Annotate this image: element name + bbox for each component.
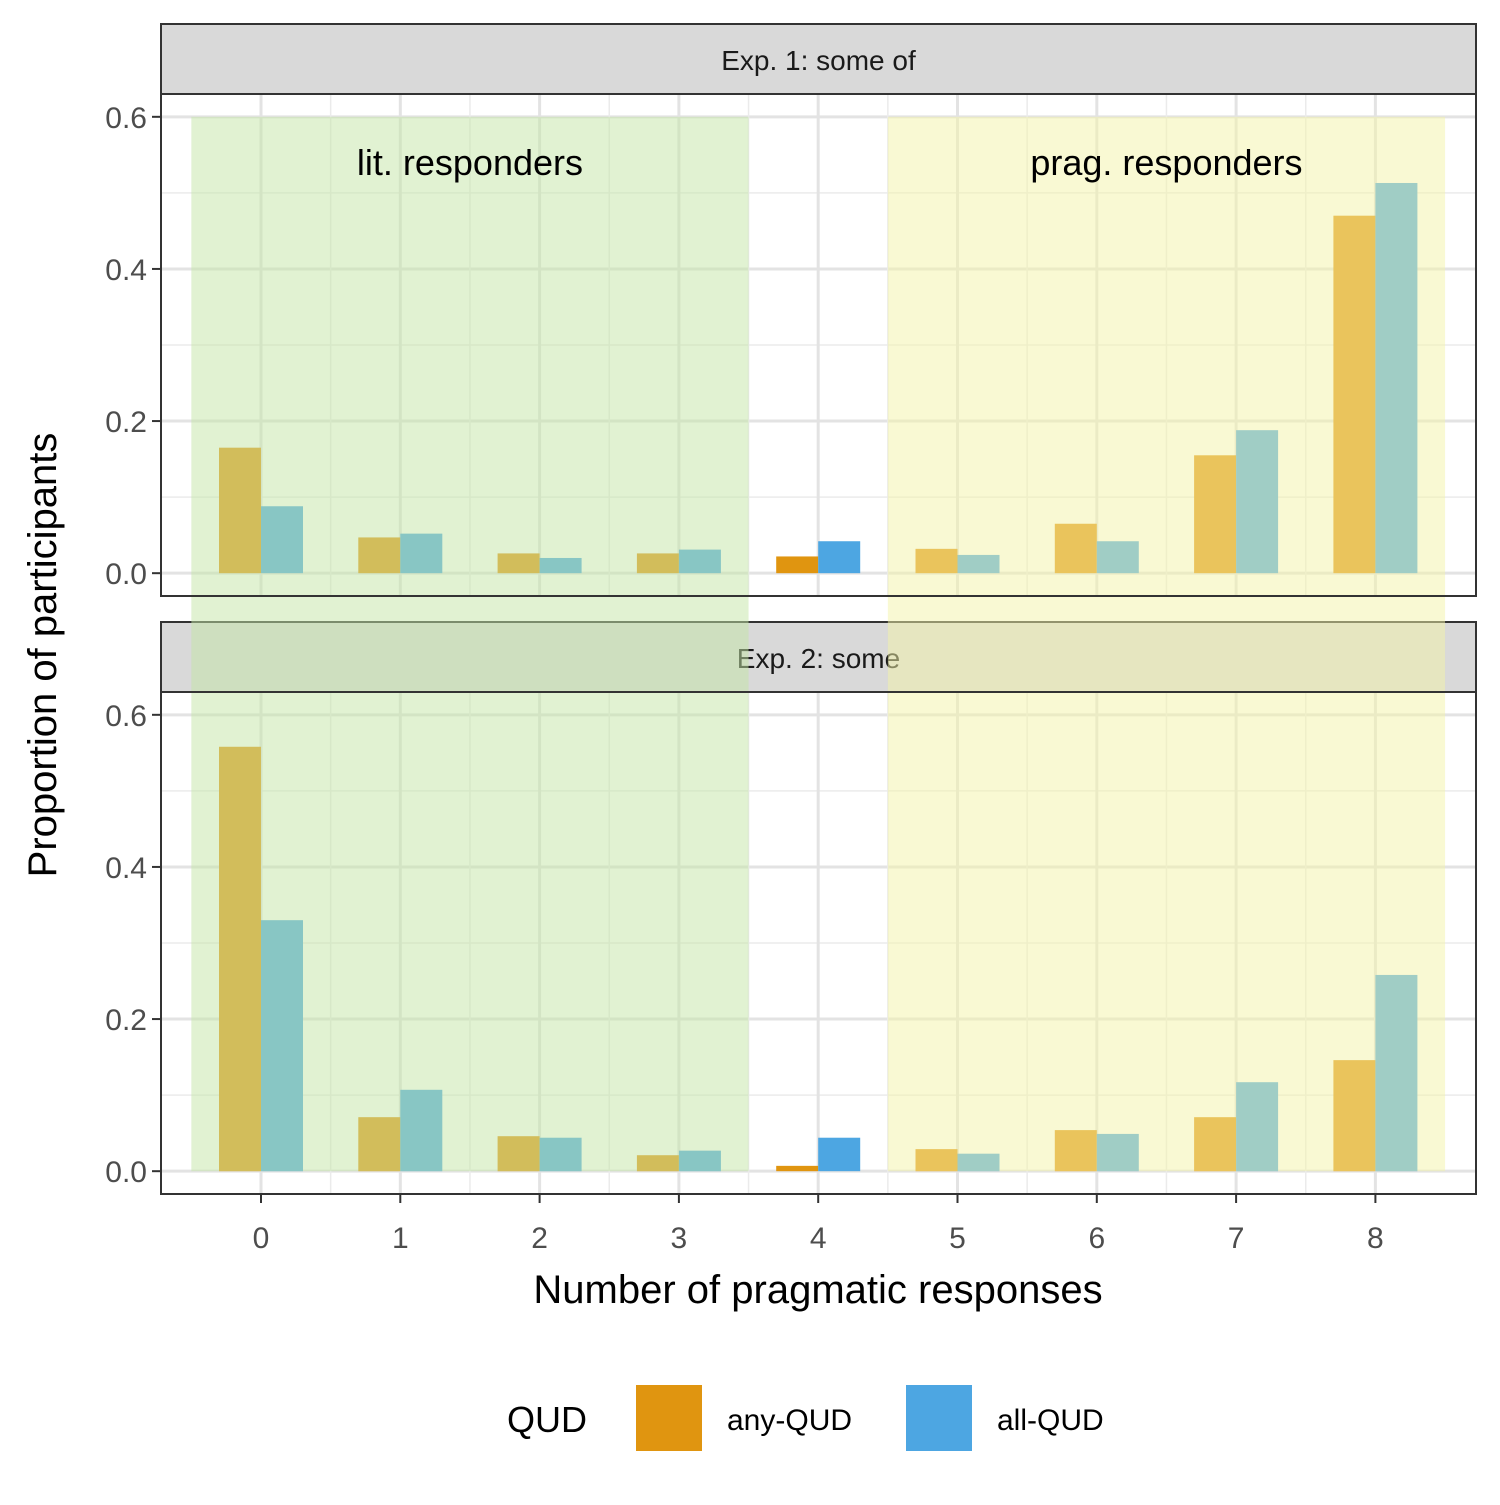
x-tick-label-2: 2 xyxy=(531,1222,548,1255)
bar-any-qud-4 xyxy=(776,1165,819,1172)
x-tick-label-8: 8 xyxy=(1367,1222,1384,1255)
legend-title: QUD xyxy=(507,1399,587,1440)
bar-all-qud-4 xyxy=(818,1137,861,1172)
y-tick-label: 0.6 xyxy=(105,102,147,135)
x-tick-label-7: 7 xyxy=(1228,1222,1245,1255)
bar-any-qud-4 xyxy=(776,556,819,574)
y-tick-label: 0.0 xyxy=(105,1156,147,1189)
y-tick-label: 0.2 xyxy=(105,406,147,439)
bar-all-qud-4 xyxy=(818,541,861,574)
legend-key-any-qud xyxy=(636,1385,702,1451)
legend-key-all-qud xyxy=(906,1385,972,1451)
x-tick-label-0: 0 xyxy=(253,1222,270,1255)
x-tick-label-4: 4 xyxy=(810,1222,827,1255)
region-shade xyxy=(887,116,1446,1172)
y-tick-label: 0.2 xyxy=(105,1004,147,1037)
legend-label-any-qud: any-QUD xyxy=(727,1404,852,1437)
x-tick-label-6: 6 xyxy=(1088,1222,1105,1255)
y-tick-label: 0.4 xyxy=(105,852,147,885)
x-tick-label-3: 3 xyxy=(671,1222,688,1255)
y-tick-label: 0.6 xyxy=(105,700,147,733)
x-tick-label-1: 1 xyxy=(392,1222,409,1255)
strip-label: Exp. 1: some of xyxy=(721,45,916,76)
region-prag-responders: prag. responders xyxy=(887,116,1446,1172)
region-label: lit. responders xyxy=(357,142,583,183)
x-tick-label-5: 5 xyxy=(949,1222,966,1255)
strip-label: Exp. 2: some xyxy=(737,643,900,674)
y-tick-label: 0.0 xyxy=(105,558,147,591)
plot-layer: Exp. 1: some of 0.0 0.2 0.4 0.6 Exp. 2: some 0… xyxy=(105,23,1477,1255)
region-label: prag. responders xyxy=(1030,142,1302,183)
region-lit-responders: lit. responders xyxy=(191,116,749,1172)
y-tick-label: 0.4 xyxy=(105,254,147,287)
y-axis-title: Proportion of participants xyxy=(21,433,65,878)
x-axis-title: Number of pragmatic responses xyxy=(533,1268,1102,1312)
region-shade xyxy=(191,116,749,1172)
strip-background xyxy=(160,23,1477,95)
panel-border xyxy=(160,93,1477,597)
legend-label-all-qud: all-QUD xyxy=(997,1404,1104,1437)
